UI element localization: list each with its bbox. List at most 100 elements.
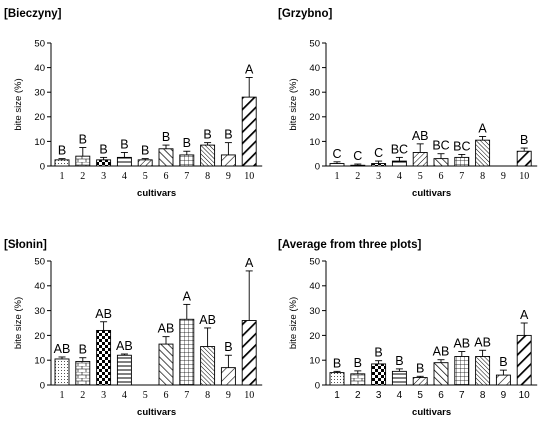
chart-panel-3: [Słonin]bite size (%)010203040501AB2B3AB…	[4, 239, 263, 418]
x-tick-label: 10	[519, 171, 529, 182]
significance-letter: B	[203, 128, 211, 142]
y-tick-label: 20	[309, 331, 320, 342]
bar-cultivar-2	[350, 373, 366, 386]
x-tick-label: 4	[397, 390, 403, 401]
y-tick-label: 10	[34, 137, 45, 148]
significance-letter: B	[520, 133, 528, 147]
bar-cultivar-3	[96, 159, 112, 167]
x-tick-label: 1	[334, 390, 340, 401]
chart-panel-2: [Grzybno] bite size (%) 0 10 20 30 40 50 1 C 2 C 3 C 4…	[278, 8, 538, 199]
x-tick-label: 2	[80, 171, 85, 182]
significance-letter: B	[354, 356, 362, 370]
x-tick-label: 8	[480, 390, 486, 401]
bar-cultivar-2	[350, 164, 366, 167]
y-tick-label: 10	[309, 137, 320, 148]
significance-letter: AB	[453, 337, 470, 351]
x-axis-label: cultivars	[412, 188, 451, 199]
y-tick-label: 0	[40, 161, 45, 172]
significance-letter: AB	[54, 342, 71, 356]
x-tick-label: 6	[438, 390, 444, 401]
y-tick-label: 30	[309, 88, 320, 99]
significance-letter: C	[353, 149, 362, 163]
x-tick-label: 3	[376, 171, 381, 182]
bar-cultivar-4	[116, 354, 132, 386]
y-axis-label: bite size (%)	[288, 78, 299, 130]
bar-cultivar-5	[412, 377, 428, 386]
x-axis-label: cultivars	[137, 407, 176, 418]
y-tick-label: 50	[34, 256, 45, 267]
significance-letter: AB	[199, 313, 216, 327]
y-tick-label: 30	[34, 306, 45, 317]
bar-cultivar-8	[200, 144, 216, 167]
significance-letter: AB	[433, 345, 450, 359]
bar-cultivar-7	[454, 356, 470, 386]
x-axis-label: cultivars	[137, 188, 176, 199]
y-tick-label: 30	[309, 306, 320, 317]
significance-letter: B	[141, 144, 149, 158]
bar-cultivar-6	[433, 362, 449, 386]
bar-cultivar-9	[220, 367, 236, 386]
y-axis-label: bite size (%)	[288, 297, 299, 349]
x-tick-label: 2	[355, 390, 361, 401]
significance-letter: A	[245, 256, 254, 270]
bar-cultivar-1	[329, 163, 345, 167]
x-tick-label: 2	[80, 390, 85, 401]
x-tick-label: 6	[164, 390, 169, 401]
significance-letter: BC	[432, 139, 449, 153]
significance-letter: B	[224, 340, 232, 354]
chart-title: [Grzybno]	[278, 8, 332, 20]
bar-cultivar-3	[371, 163, 387, 167]
x-tick-label: 8	[480, 171, 485, 182]
x-tick-label: 7	[184, 390, 189, 401]
y-tick-label: 50	[34, 38, 45, 49]
x-tick-label: 10	[244, 171, 254, 182]
bar-cultivar-9	[220, 154, 236, 167]
bar-cultivar-6	[158, 148, 174, 167]
significance-letter: B	[395, 354, 403, 368]
chart-title: [Słonin]	[4, 239, 47, 251]
x-tick-label: 3	[376, 390, 382, 401]
significance-letter: B	[499, 355, 507, 369]
y-tick-label: 30	[34, 88, 45, 99]
x-tick-label: 9	[226, 390, 231, 401]
significance-letter: B	[183, 136, 191, 150]
x-tick-label: 8	[205, 390, 210, 401]
significance-letter: B	[333, 356, 341, 370]
bar-cultivar-5	[412, 152, 428, 167]
significance-letter: B	[99, 142, 107, 156]
bar-cultivar-3	[371, 363, 387, 386]
x-tick-label: 1	[60, 171, 65, 182]
significance-letter: AB	[412, 129, 429, 143]
bar-cultivar-6	[158, 343, 174, 386]
y-tick-label: 20	[309, 112, 320, 123]
x-tick-label: 4	[397, 171, 402, 182]
y-tick-label: 40	[309, 281, 320, 292]
bar-cultivar-7	[179, 318, 195, 386]
bar-cultivar-4	[391, 370, 407, 386]
y-tick-label: 40	[34, 63, 45, 74]
bar-cultivar-6	[433, 158, 449, 167]
x-tick-label: 7	[184, 171, 189, 182]
bar-cultivar-8	[200, 346, 216, 386]
bar-cultivar-9	[495, 374, 511, 386]
bar-cultivar-4	[116, 156, 132, 167]
bar-cultivar-1	[54, 358, 70, 386]
significance-letter: BC	[453, 139, 470, 153]
x-tick-label: 10	[244, 390, 254, 401]
x-tick-label: 5	[417, 390, 423, 401]
bar-cultivar-1	[329, 372, 345, 386]
significance-letter: AB	[116, 339, 133, 353]
y-tick-label: 40	[309, 63, 320, 74]
bar-cultivar-10	[516, 334, 532, 386]
significance-letter: AB	[158, 322, 175, 336]
x-tick-label: 6	[439, 171, 444, 182]
significance-letter: C	[374, 146, 383, 160]
significance-letter: B	[374, 346, 382, 360]
chart-title: [Bieczyny]	[4, 8, 62, 20]
y-axis-label: bite size (%)	[13, 297, 24, 349]
chart-panel-4: [Average from three plots] bite size (%) 0…	[278, 239, 538, 418]
x-tick-label: 7	[459, 171, 464, 182]
bar-cultivar-1	[54, 159, 70, 167]
significance-letter: B	[79, 343, 87, 357]
x-tick-label: 6	[164, 171, 169, 182]
